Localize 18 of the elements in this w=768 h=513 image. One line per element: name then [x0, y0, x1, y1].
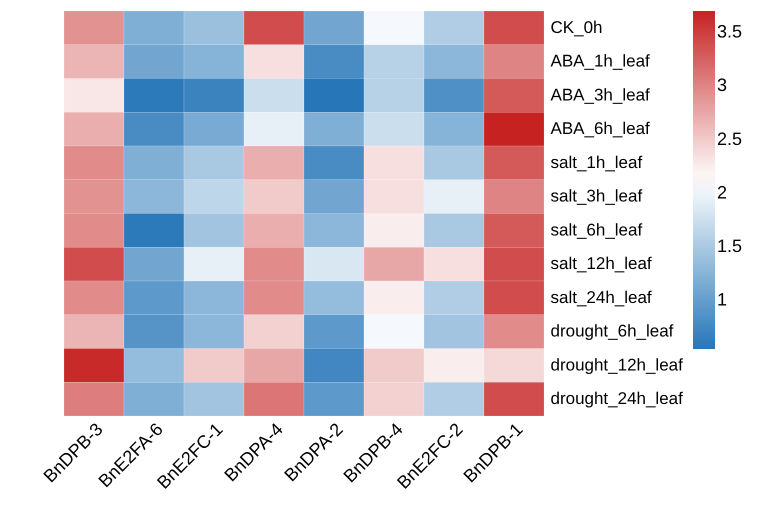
- y-tick-label: ABA_1h_leaf: [550, 52, 650, 71]
- y-tick-label: salt_24h_leaf: [550, 288, 652, 307]
- color-bar-label: 1.5: [717, 236, 742, 256]
- y-tick-label: salt_3h_leaf: [550, 186, 642, 206]
- y-tick-label: CK_0h: [550, 18, 602, 37]
- y-tick-label: salt_12h_leaf: [550, 254, 652, 274]
- y-tick-label: drought_24h_leaf: [550, 389, 684, 408]
- color-bar-label: 2: [717, 182, 728, 202]
- y-tick-label: ABA_3h_leaf: [550, 85, 650, 104]
- y-tick-label: ABA_6h_leaf: [550, 119, 650, 138]
- color-bar-label: 2.5: [717, 128, 742, 149]
- y-tick-label: drought_12h_leaf: [550, 355, 684, 374]
- color-bar-label: 3: [717, 75, 728, 96]
- y-tick-label: salt_6h_leaf: [550, 220, 642, 240]
- color-bar-label: 3.5: [717, 21, 742, 42]
- y-tick-label: drought_6h_leaf: [550, 322, 674, 341]
- color-bar-label: 1: [717, 290, 728, 310]
- y-tick-label: salt_1h_leaf: [550, 152, 642, 172]
